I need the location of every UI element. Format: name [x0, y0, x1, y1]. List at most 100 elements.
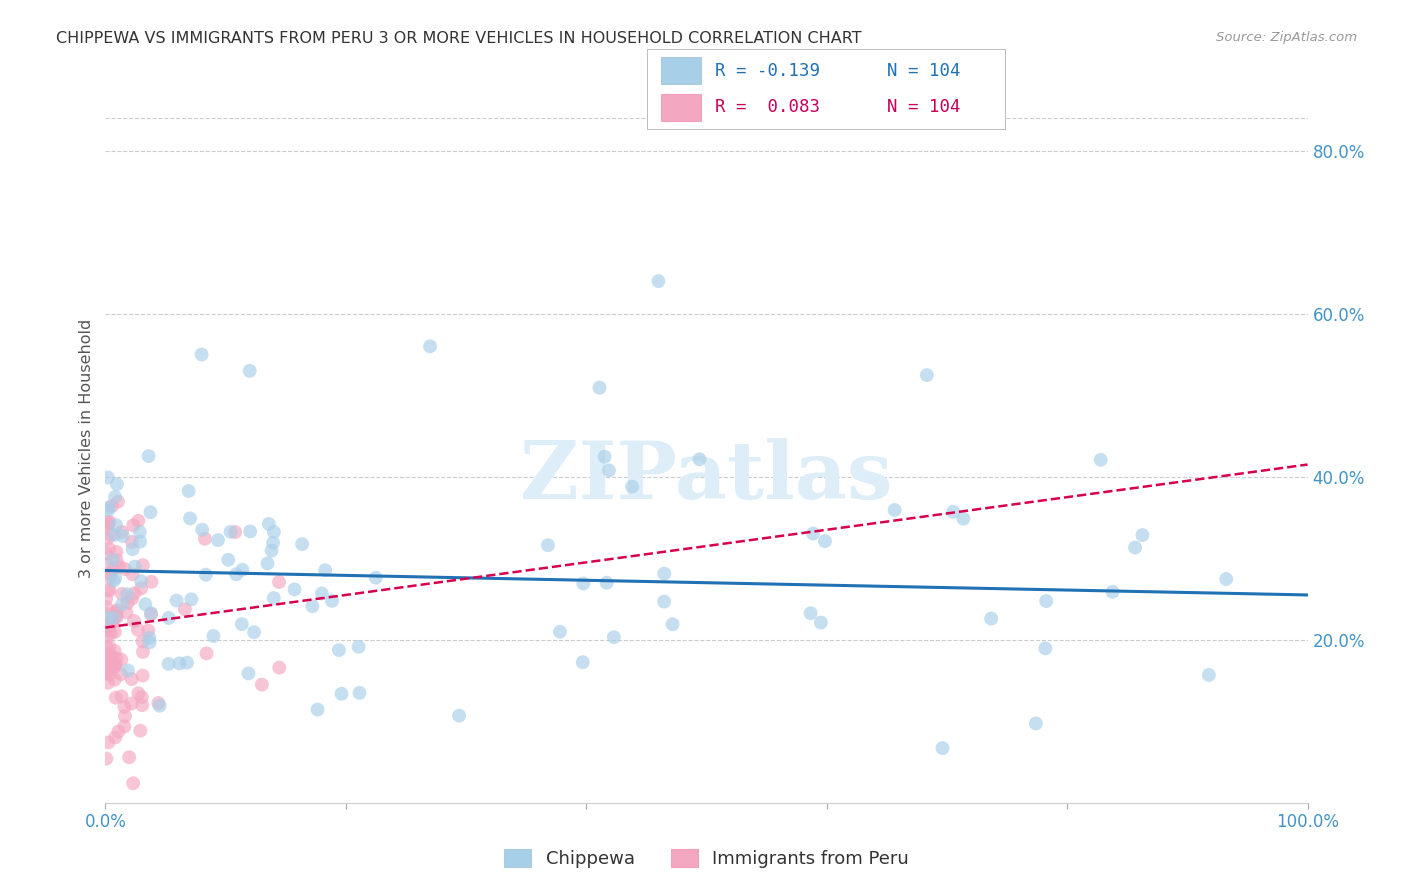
Point	[96, 751, 118, 765]
Point	[96, 661, 118, 675]
Point	[104, 609, 127, 624]
Point	[311, 586, 333, 600]
Point	[131, 634, 153, 648]
Point	[231, 563, 253, 577]
Point	[96, 533, 118, 547]
Point	[105, 603, 128, 617]
Point	[124, 559, 146, 574]
Point	[110, 652, 132, 666]
Point	[595, 575, 617, 590]
Point	[100, 649, 122, 664]
Point	[110, 690, 132, 704]
Point	[321, 594, 343, 608]
Point	[122, 518, 145, 533]
Point	[117, 596, 139, 610]
Point	[121, 567, 143, 582]
Point	[915, 368, 938, 383]
Point	[114, 709, 136, 723]
Point	[118, 750, 141, 764]
Point	[122, 614, 145, 628]
Point	[291, 537, 314, 551]
Point	[96, 655, 118, 669]
Point	[111, 598, 134, 612]
Y-axis label: 3 or more Vehicles in Household: 3 or more Vehicles in Household	[79, 318, 94, 578]
Point	[104, 624, 127, 639]
Point	[110, 667, 132, 681]
Point	[219, 524, 242, 539]
Point	[1123, 541, 1146, 555]
Point	[166, 593, 188, 607]
Point	[122, 776, 145, 790]
Point	[263, 524, 285, 539]
Point	[117, 587, 139, 601]
Point	[101, 553, 124, 567]
Point	[97, 659, 120, 673]
Point	[97, 675, 120, 690]
Point	[1198, 668, 1220, 682]
Point	[97, 500, 120, 515]
Point	[169, 657, 191, 671]
Point	[800, 606, 823, 620]
Text: R = -0.139: R = -0.139	[714, 62, 820, 79]
Point	[647, 274, 669, 288]
Point	[129, 534, 152, 549]
Point	[257, 516, 280, 531]
Point	[97, 735, 120, 749]
Point	[96, 629, 118, 643]
Point	[121, 535, 143, 549]
Point	[114, 562, 136, 576]
Point	[121, 672, 143, 686]
Point	[96, 647, 118, 661]
Point	[217, 553, 239, 567]
Point	[347, 640, 370, 654]
Point	[980, 611, 1002, 625]
Point	[105, 545, 128, 559]
Point	[652, 566, 675, 581]
Point	[174, 602, 197, 616]
Point	[98, 623, 121, 637]
Point	[94, 657, 117, 672]
Point	[180, 592, 202, 607]
Point	[301, 599, 323, 614]
Point	[260, 543, 283, 558]
Point	[121, 542, 143, 557]
Point	[931, 741, 953, 756]
Point	[98, 667, 121, 681]
Point	[157, 657, 180, 671]
Point	[100, 528, 122, 542]
Point	[810, 615, 832, 630]
Point	[117, 664, 139, 678]
Point	[661, 617, 683, 632]
Point	[1025, 716, 1047, 731]
Point	[283, 582, 305, 597]
Point	[97, 611, 120, 625]
Point	[239, 364, 262, 378]
Text: Source: ZipAtlas.com: Source: ZipAtlas.com	[1216, 31, 1357, 45]
Point	[103, 659, 125, 673]
Point	[97, 617, 120, 632]
Point	[250, 677, 273, 691]
Point	[139, 606, 162, 620]
Point	[194, 532, 217, 546]
Point	[101, 499, 124, 513]
Point	[814, 534, 837, 549]
Point	[598, 463, 620, 477]
Point	[330, 687, 353, 701]
Point	[104, 657, 127, 671]
Point	[314, 563, 336, 577]
Point	[621, 480, 644, 494]
Point	[98, 583, 121, 598]
Point	[148, 696, 170, 710]
Point	[364, 571, 387, 585]
Point	[1033, 641, 1056, 656]
Point	[1132, 528, 1154, 542]
Point	[96, 557, 118, 571]
Point	[131, 668, 153, 682]
Point	[124, 586, 146, 600]
Point	[94, 665, 117, 680]
Point	[96, 640, 118, 654]
Point	[104, 571, 127, 585]
Point	[132, 558, 155, 573]
Text: N = 104: N = 104	[887, 62, 960, 79]
Point	[138, 631, 160, 645]
